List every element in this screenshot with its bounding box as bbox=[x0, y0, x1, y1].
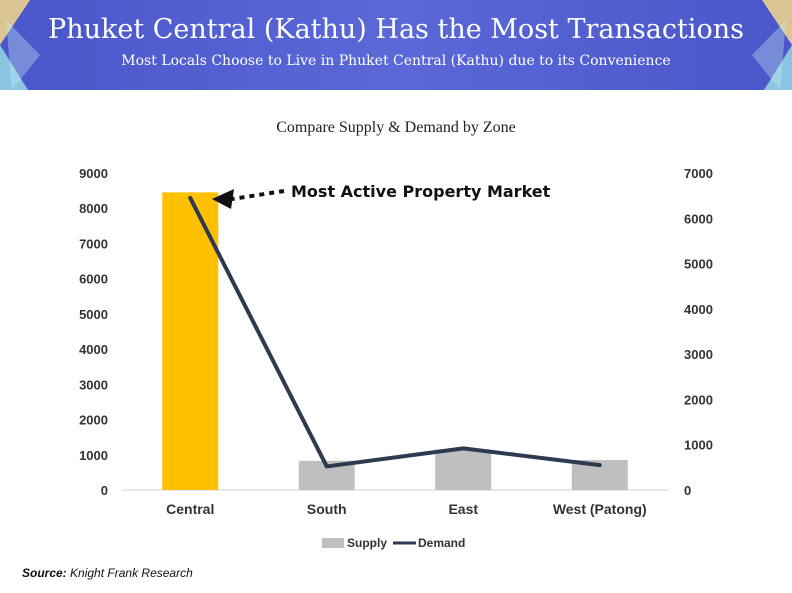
annotation-arrow-line bbox=[231, 189, 285, 201]
right-axis-tick-label: 2000 bbox=[684, 392, 713, 407]
category-label: East bbox=[448, 501, 478, 517]
left-axis-tick-label: 2000 bbox=[79, 413, 108, 428]
supply-bar bbox=[435, 449, 492, 490]
page-subtitle: Most Locals Choose to Live in Phuket Cen… bbox=[121, 53, 671, 69]
left-axis: 0 1000 2000 3000 4000 5000 6000 7000 8000 9000 bbox=[79, 166, 108, 498]
right-diamond-decoration bbox=[752, 0, 792, 90]
left-diamond-decoration bbox=[0, 0, 40, 90]
right-axis-tick-label: 6000 bbox=[684, 211, 713, 226]
source-note: Source: Knight Frank Research bbox=[22, 566, 193, 580]
right-axis-tick-label: 1000 bbox=[684, 438, 713, 453]
legend-supply-label: Supply bbox=[347, 536, 387, 550]
demand-series-line bbox=[188, 195, 602, 469]
source-label: Source: bbox=[22, 566, 67, 580]
header-banner: Phuket Central (Kathu) Has the Most Tran… bbox=[0, 0, 792, 90]
legend-demand-label: Demand bbox=[418, 536, 465, 550]
left-axis-tick-label: 9000 bbox=[79, 166, 108, 181]
source-text: Knight Frank Research bbox=[70, 566, 193, 580]
category-label: West (Patong) bbox=[553, 501, 647, 517]
page-title: Phuket Central (Kathu) Has the Most Tran… bbox=[48, 14, 744, 45]
right-axis-tick-label: 5000 bbox=[684, 257, 713, 272]
left-axis-tick-label: 8000 bbox=[79, 201, 108, 216]
right-axis: 0 1000 2000 3000 4000 5000 6000 7000 bbox=[684, 166, 713, 498]
category-labels: Central South East West (Patong) bbox=[166, 501, 647, 517]
category-label: Central bbox=[166, 501, 214, 517]
right-axis-tick-label: 4000 bbox=[684, 302, 713, 317]
left-axis-tick-label: 1000 bbox=[79, 448, 108, 463]
right-axis-tick-label: 7000 bbox=[684, 166, 713, 181]
supply-bar bbox=[162, 192, 219, 490]
left-axis-tick-label: 4000 bbox=[79, 342, 108, 357]
category-label: South bbox=[307, 501, 347, 517]
annotation: Most Active Property Market bbox=[212, 182, 551, 209]
right-axis-tick-label: 0 bbox=[684, 483, 691, 498]
left-axis-tick-label: 7000 bbox=[79, 236, 108, 251]
left-axis-tick-label: 3000 bbox=[79, 377, 108, 392]
legend-supply-swatch bbox=[322, 538, 344, 548]
annotation-arrowhead bbox=[212, 189, 234, 209]
supply-bars bbox=[162, 192, 628, 490]
demand-line bbox=[188, 195, 602, 469]
left-axis-tick-label: 0 bbox=[101, 483, 108, 498]
left-axis-tick-label: 6000 bbox=[79, 272, 108, 287]
chart-title: Compare Supply & Demand by Zone bbox=[276, 119, 516, 136]
legend: Supply Demand bbox=[322, 536, 465, 550]
left-axis-tick-label: 5000 bbox=[79, 307, 108, 322]
annotation-text: Most Active Property Market bbox=[291, 182, 551, 201]
right-axis-tick-label: 3000 bbox=[684, 347, 713, 362]
